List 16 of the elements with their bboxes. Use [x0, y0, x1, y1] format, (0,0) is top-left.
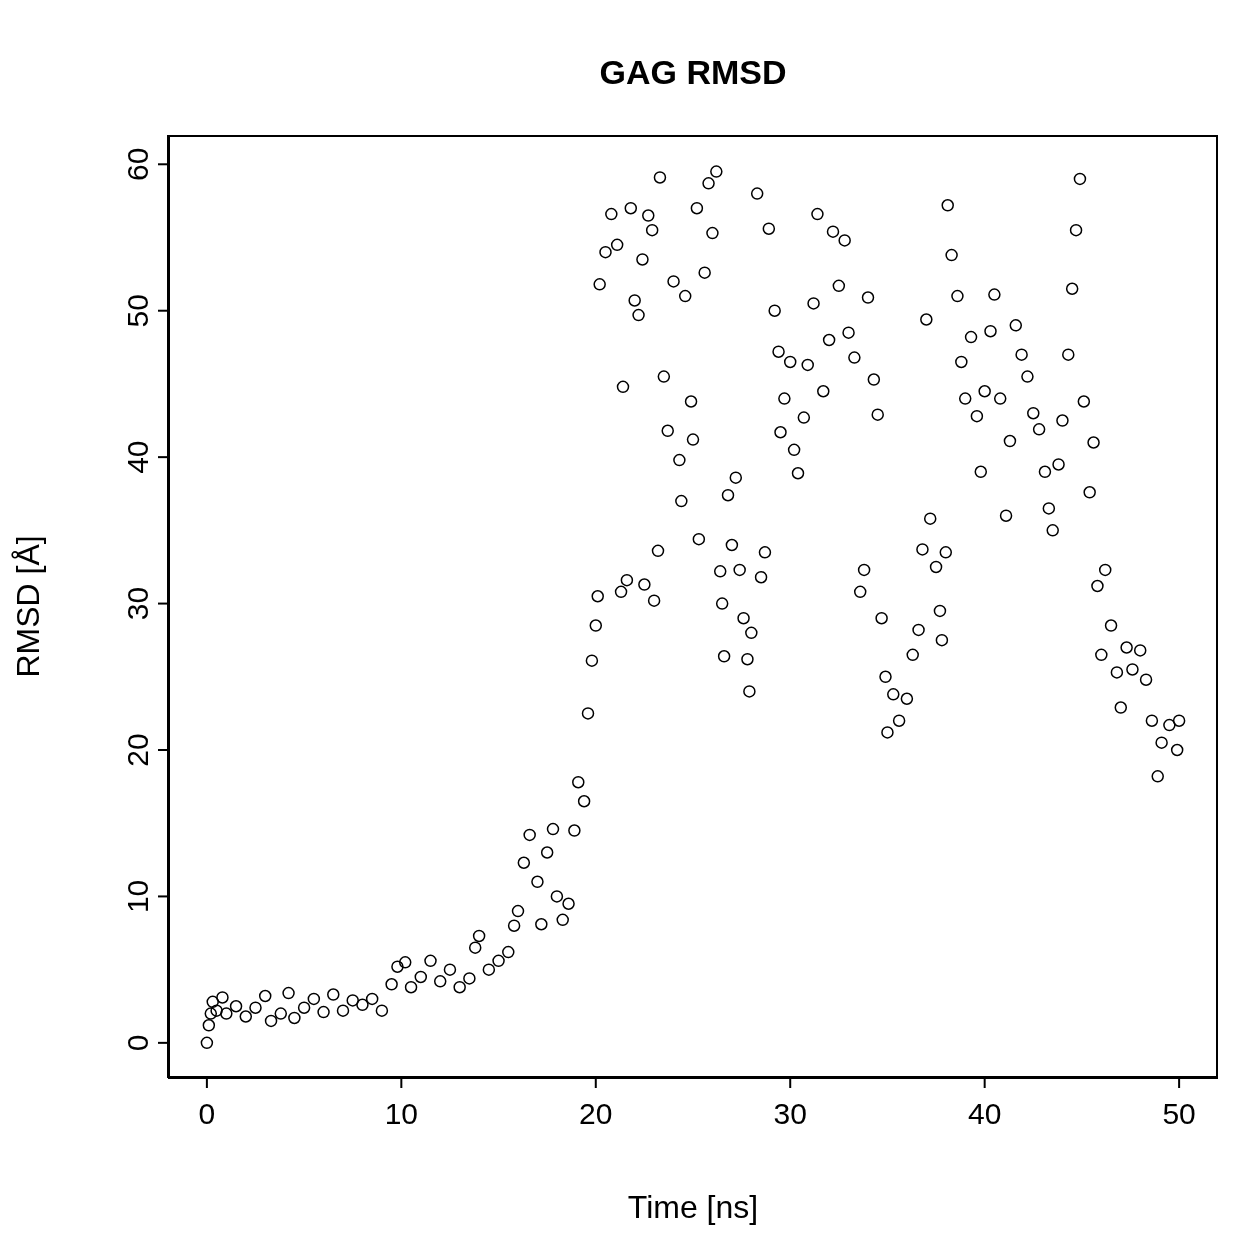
y-tick-label: 40 [121, 440, 154, 474]
x-tick-label: 50 [1162, 1097, 1196, 1130]
x-tick-label: 40 [967, 1097, 1002, 1130]
x-tick-label: 20 [579, 1097, 613, 1130]
x-tick-label: 10 [384, 1097, 419, 1130]
chart-title: GAG RMSD [598, 53, 788, 92]
y-tick-label: 60 [121, 147, 154, 181]
y-tick-label: 10 [121, 879, 154, 914]
y-tick-label: 20 [121, 733, 154, 767]
y-axis-title: RMSD [Å] [10, 535, 47, 678]
y-tick-label: 50 [121, 294, 154, 328]
x-tick-label: 0 [198, 1097, 216, 1130]
x-axis-title: Time [ns] [627, 1189, 759, 1225]
y-tick-label: 0 [121, 1034, 154, 1052]
y-tick-label: 30 [121, 586, 154, 621]
x-tick-label: 30 [773, 1097, 807, 1130]
